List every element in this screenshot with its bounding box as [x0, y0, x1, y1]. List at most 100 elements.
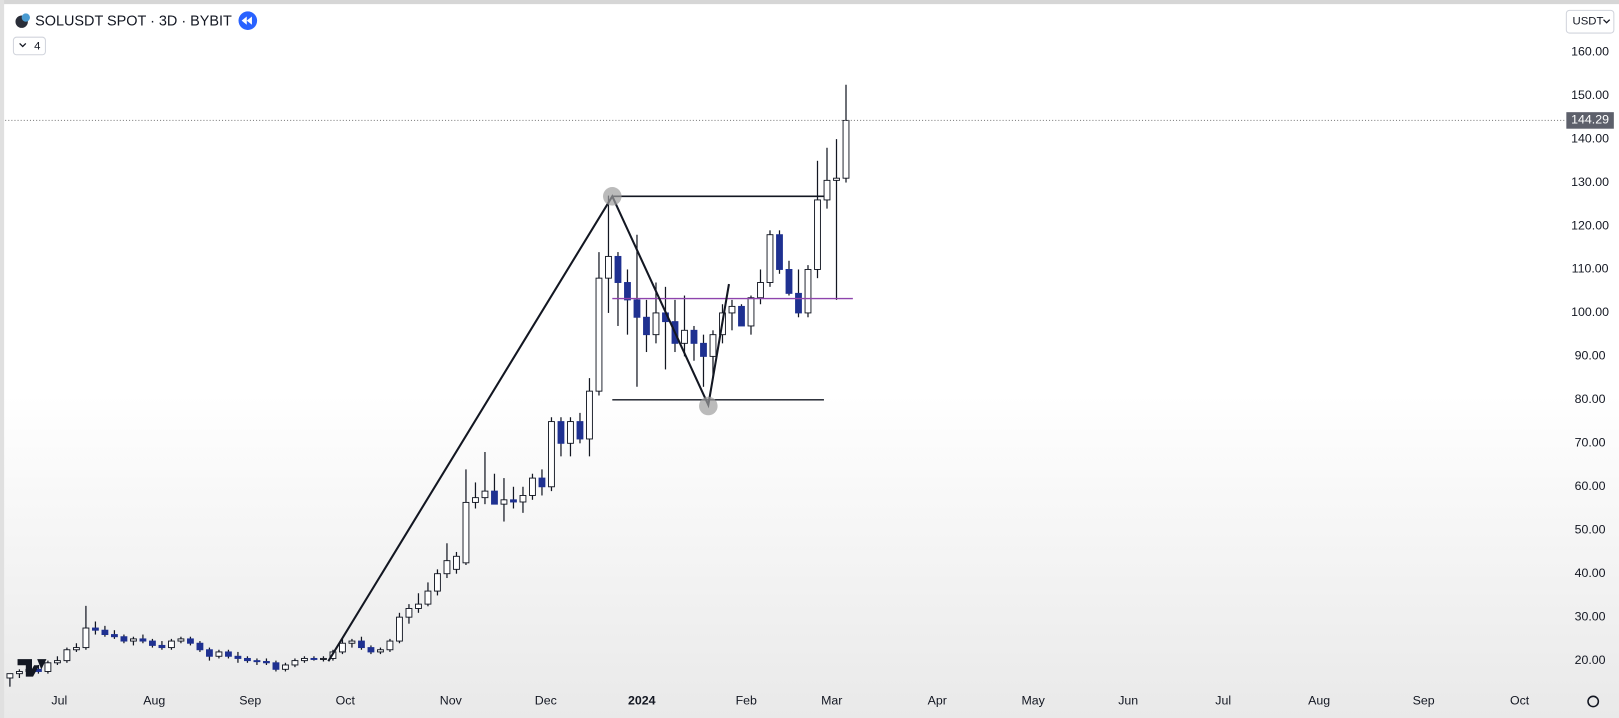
y-tick-label: 40.00	[1575, 566, 1606, 580]
candle-body	[396, 616, 403, 642]
candle-body	[738, 305, 745, 327]
candle-body	[652, 312, 660, 336]
candle-body	[833, 177, 840, 181]
x-tick-label: Apr	[928, 694, 947, 708]
candle-body	[491, 490, 498, 505]
candle-body	[158, 644, 166, 649]
symbol-icon	[21, 13, 30, 22]
y-tick-label: 80.00	[1575, 392, 1606, 406]
settings-icon[interactable]	[1587, 695, 1600, 708]
y-tick-label: 100.00	[1571, 305, 1609, 319]
point-marker	[699, 396, 718, 416]
candle-body	[73, 647, 80, 651]
x-tick-label: Aug	[143, 694, 165, 708]
candle-body	[576, 421, 584, 440]
candle-body	[557, 421, 565, 444]
x-tick-label: 2024	[628, 694, 656, 708]
candle-body	[462, 501, 470, 564]
candle-body	[111, 634, 118, 638]
candle-body	[443, 560, 451, 575]
candle-body	[244, 657, 251, 662]
candle-body	[63, 649, 71, 662]
candle-body	[215, 651, 223, 657]
candle-body	[747, 297, 755, 327]
candle-body	[709, 334, 717, 357]
top-border	[0, 0, 1619, 5]
x-tick-label: Mar	[821, 694, 842, 708]
x-tick-label: Sep	[1413, 694, 1435, 708]
y-tick-label: 120.00	[1571, 218, 1609, 232]
candle-body	[291, 660, 299, 666]
candle-body	[814, 199, 821, 270]
candle-body	[149, 640, 156, 646]
indicator-count: 4	[34, 40, 40, 52]
candle-body	[434, 573, 441, 592]
candle-body	[139, 638, 147, 642]
y-tick-label: 130.00	[1571, 175, 1609, 189]
candle-body	[690, 329, 698, 344]
candle-body	[481, 490, 489, 499]
candle-body	[519, 495, 527, 503]
candle-body	[234, 655, 242, 659]
candle-body	[548, 421, 555, 488]
chart-title: SOLUSDT SPOT · 3D · BYBIT	[35, 14, 232, 30]
x-tick-label: Oct	[336, 694, 356, 708]
last-price-box	[1566, 112, 1614, 129]
zigzag	[327, 194, 730, 662]
candle-body	[225, 651, 232, 657]
currency-button[interactable]	[1565, 9, 1615, 34]
candle-body	[605, 255, 612, 279]
drawings	[327, 186, 853, 662]
candle-body	[681, 329, 688, 344]
replay-icon	[241, 16, 252, 25]
candle-body	[187, 638, 194, 644]
y-tick-label: 160.00	[1571, 44, 1609, 58]
candle-body	[757, 282, 764, 299]
candle-body	[6, 673, 14, 679]
y-tick-label: 140.00	[1571, 131, 1609, 145]
candle-body	[130, 638, 137, 642]
x-tick-label: Jul	[51, 694, 67, 708]
candle-body	[785, 268, 793, 294]
header: SOLUSDT SPOT · 3D · BYBIT 4 USDT	[12, 9, 1615, 708]
x-tick-label: Dec	[535, 694, 557, 708]
y-tick-label: 20.00	[1575, 653, 1606, 667]
y-tick-label: 70.00	[1575, 436, 1606, 450]
x-tick-label: May	[1021, 694, 1045, 708]
indicator-toggle[interactable]	[12, 36, 46, 56]
candle-body	[643, 316, 650, 336]
x-tick-label: Sep	[239, 694, 261, 708]
candle-body	[358, 640, 365, 649]
candle-body	[310, 657, 318, 660]
x-tick-label: Jul	[1215, 694, 1231, 708]
candle-body	[700, 342, 707, 357]
candle-body	[120, 636, 128, 642]
candle-body	[804, 268, 812, 314]
x-tick-label: Feb	[736, 694, 757, 708]
candle-body	[823, 179, 831, 201]
y-tick-label: 150.00	[1571, 88, 1609, 102]
y-tick-label: 60.00	[1575, 479, 1606, 493]
candle-body	[348, 640, 356, 644]
candle-body	[795, 292, 802, 314]
last-price-label: 144.29	[1571, 113, 1609, 127]
y-tick-label: 50.00	[1575, 522, 1606, 536]
x-tick-label: Nov	[440, 694, 463, 708]
candle-body	[614, 255, 622, 283]
candle-body	[272, 662, 280, 670]
candle-body	[595, 277, 603, 392]
candle-body	[282, 664, 289, 670]
candle-body	[320, 657, 327, 660]
y-tick-label: 110.00	[1572, 262, 1609, 276]
y-tick-label: 90.00	[1575, 349, 1606, 363]
y-tick-label: 30.00	[1575, 609, 1606, 623]
x-tick-label: Jun	[1118, 694, 1138, 708]
candle-body	[424, 590, 432, 605]
left-border	[0, 0, 5, 718]
candle-body	[206, 649, 213, 657]
candle-body	[386, 640, 394, 651]
candle-body	[776, 234, 783, 270]
candle-body	[728, 305, 736, 314]
